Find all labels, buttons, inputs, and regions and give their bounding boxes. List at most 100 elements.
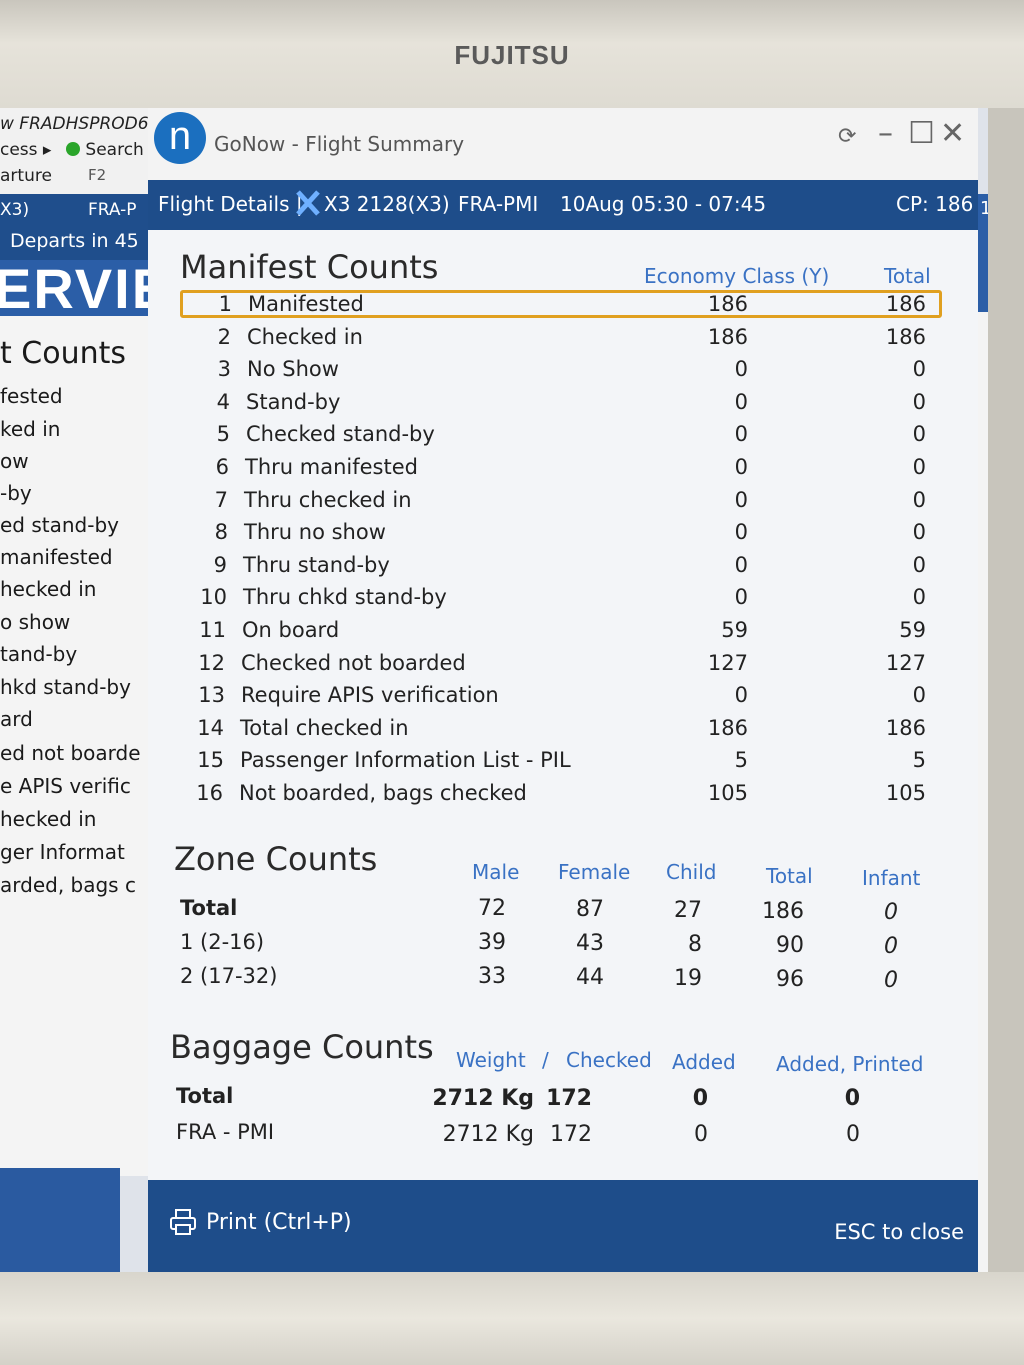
manifest-row-total-value: 0 [912, 520, 926, 544]
manifest-row-total-value: 59 [899, 618, 926, 642]
baggage-added: 0 [692, 1086, 708, 1111]
manifest-row-total-value: 0 [912, 585, 926, 609]
window-title: GoNow - Flight Summary [214, 132, 465, 156]
background-app-list: t Counts fested ked in ow -by ed stand-b… [0, 316, 160, 1176]
close-button[interactable]: ✕ [940, 116, 966, 151]
background-app-toolbar: w FRADHSPROD6 cess ▸ Search arture F2 [0, 108, 160, 194]
zone-row-value: 72 [478, 896, 506, 921]
baggage-checked: 172 [546, 1086, 592, 1111]
manifest-row-economy-value: 0 [734, 520, 748, 544]
bg-list-item: ed not boarde [0, 741, 141, 765]
bg-list-item: manifested [0, 545, 113, 569]
bg-departure-label: arture [0, 166, 52, 186]
manifest-row-economy-value: 59 [721, 618, 748, 642]
background-app-flight-bar: X3) FRA-P Departs in 45 [0, 194, 160, 260]
manifest-row-label: Thru checked in [244, 488, 412, 512]
col-male: Male [472, 860, 520, 884]
manifest-row-economy-value: 0 [734, 553, 748, 577]
col-total: Total [884, 264, 931, 288]
cp-count: CP: 186 [896, 192, 974, 216]
zone-counts-title: Zone Counts [174, 840, 378, 878]
bg-shortcut-label: F2 [88, 166, 107, 184]
manifest-row-total-value: 127 [885, 651, 926, 675]
col-child: Child [666, 860, 717, 884]
bg-env-label: w FRADHSPROD6 [0, 114, 149, 134]
flight-route: FRA-PMI [458, 192, 539, 216]
manifest-row-label: Checked in [247, 325, 363, 349]
bg-departs-text: Departs in 45 [10, 230, 139, 252]
zone-row-value: 19 [674, 966, 702, 991]
minimize-button[interactable]: – [878, 116, 893, 151]
printer-icon [170, 1209, 196, 1235]
manifest-row-label: Thru no show [244, 520, 386, 544]
zone-row-value: 0 [884, 934, 898, 959]
bg-list-item: -by [0, 481, 32, 505]
manifest-row-number: 11 [199, 618, 226, 642]
manifest-row-total-value: 0 [912, 488, 926, 512]
zone-row-value: 43 [576, 931, 604, 956]
manifest-row-label: Total checked in [240, 716, 409, 740]
manifest-row-label: Thru manifested [245, 455, 418, 479]
manifest-row-number: 5 [216, 422, 230, 446]
manifest-row-number: 12 [198, 651, 225, 675]
col-zone-total: Total [766, 864, 813, 888]
baggage-weight: 2712 Kg [442, 1122, 534, 1147]
baggage-row-label: Total [176, 1084, 234, 1108]
col-separator: / [542, 1048, 549, 1072]
manifest-row-total-value: 186 [885, 716, 926, 740]
bg-list-item: hkd stand-by [0, 675, 131, 699]
manifest-row-total-value: 0 [912, 422, 926, 446]
manifest-row-label: Checked stand-by [246, 422, 435, 446]
manifest-row-label: Passenger Information List - PIL [240, 748, 571, 772]
manifest-row-economy-value: 0 [734, 422, 748, 446]
baggage-added-printed: 0 [844, 1086, 860, 1111]
bg-list-item: hecked in [0, 577, 97, 601]
manifest-row-number: 16 [196, 781, 223, 805]
manifest-row-economy-value: 0 [734, 357, 748, 381]
manifest-row-number: 13 [198, 683, 225, 707]
bg-right-count: 186 [980, 198, 988, 219]
bg-list-item: fested [0, 384, 63, 408]
zone-row-value: 8 [688, 932, 702, 957]
selected-row-highlight [180, 290, 942, 318]
manifest-row-economy-value: 186 [707, 325, 748, 349]
bg-process-label: cess ▸ [0, 140, 52, 160]
manifest-row-number: 14 [197, 716, 224, 740]
zone-row-value: 96 [776, 967, 804, 992]
bg-list-item: ed stand-by [0, 513, 119, 537]
manifest-row-total-value: 186 [885, 325, 926, 349]
bg-list-item: e APIS verific [0, 774, 131, 798]
col-added-printed: Added, Printed [776, 1052, 924, 1076]
manifest-row-economy-value: 186 [707, 716, 748, 740]
baggage-added: 0 [694, 1122, 708, 1147]
monitor-brand-logo: FUJITSU [454, 40, 570, 70]
zone-row-value: 87 [576, 897, 604, 922]
zone-row-value: 27 [674, 898, 702, 923]
bg-banner-text: ERVIE [0, 257, 172, 320]
window-titlebar: n GoNow - Flight Summary ⟳ – ☐ ✕ [148, 108, 978, 180]
manifest-row-economy-value: 0 [734, 455, 748, 479]
manifest-row-economy-value: 186 [707, 292, 748, 316]
manifest-row-label: Checked not boarded [241, 651, 466, 675]
baggage-added-printed: 0 [846, 1122, 860, 1147]
manifest-row-total-value: 5 [912, 748, 926, 772]
monitor-bezel-bottom [0, 1272, 1024, 1365]
baggage-checked: 172 [550, 1122, 592, 1147]
maximize-button[interactable]: ☐ [908, 116, 935, 151]
airline-logo-icon [296, 190, 320, 216]
refresh-icon[interactable]: ⟳ [838, 124, 857, 149]
manifest-row-total-value: 0 [912, 553, 926, 577]
col-female: Female [558, 860, 631, 884]
print-button[interactable]: Print (Ctrl+P) [168, 1202, 352, 1242]
flight-details-label: Flight Details | [158, 192, 303, 216]
manifest-row-number: 9 [213, 553, 227, 577]
bg-search-button[interactable]: Search [66, 140, 144, 160]
zone-row-value: 44 [576, 965, 604, 990]
screen: w FRADHSPROD6 cess ▸ Search arture F2 X3… [0, 108, 988, 1272]
manifest-row-number: 1 [218, 292, 232, 316]
zone-row-value: 0 [884, 900, 898, 925]
manifest-row-number: 3 [217, 357, 231, 381]
bg-section-title: t Counts [0, 336, 127, 371]
baggage-weight: 2712 Kg [432, 1086, 534, 1111]
esc-to-close-hint: ESC to close [834, 1220, 964, 1244]
